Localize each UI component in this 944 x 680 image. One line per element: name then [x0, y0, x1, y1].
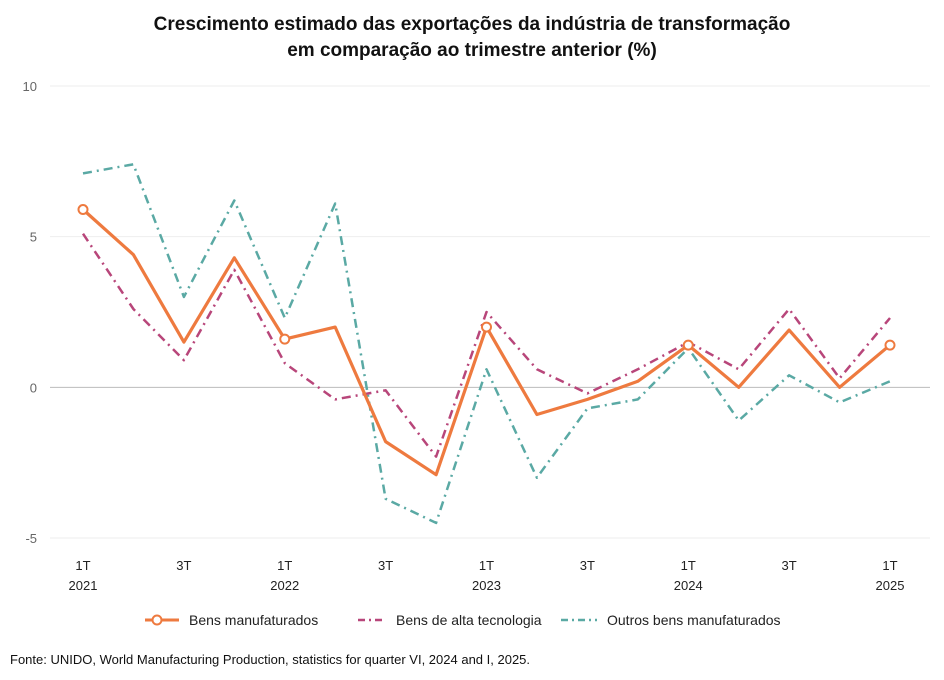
- y-tick-label: -5: [25, 531, 37, 546]
- data-point-marker: [279, 333, 291, 345]
- x-tick-year-label: 2024: [674, 578, 703, 593]
- y-tick-label: 5: [30, 230, 37, 245]
- legend-label: Bens manufaturados: [189, 612, 319, 628]
- grid: [50, 85, 930, 539]
- legend: Bens manufaturados Bens de alta tecnolog…: [0, 612, 944, 640]
- y-tick-label: 0: [30, 380, 37, 395]
- series-line-bens-de-alta-tecnologia: [81, 233, 891, 458]
- x-tick-year-label: 2025: [876, 578, 905, 593]
- y-tick-label: 10: [23, 79, 37, 94]
- chart-title-line-2: em comparação ao trimestre anterior (%): [287, 40, 657, 61]
- x-tick-label: 1T: [882, 558, 897, 573]
- data-point-marker: [481, 321, 492, 333]
- x-tick-label: 1T: [479, 558, 494, 573]
- x-tick-year-label: 2021: [69, 578, 98, 593]
- legend-item-outros-bens-manufaturados[interactable]: Outros bens manufaturados: [561, 612, 781, 628]
- x-tick-label: 1T: [75, 558, 90, 573]
- series-line-outros-bens-manufaturados: [82, 163, 891, 525]
- data-point-marker: [884, 339, 896, 351]
- legend-item-bens-manufaturados[interactable]: Bens manufaturados: [145, 612, 318, 628]
- x-tick-label: 3T: [378, 558, 393, 573]
- legend-dash-dot-icon: [561, 618, 597, 622]
- x-tick-label: 3T: [176, 558, 191, 573]
- series-group: [77, 163, 896, 525]
- data-point-marker: [77, 204, 89, 216]
- legend-label: Outros bens manufaturados: [607, 612, 781, 628]
- series-line-bens-manufaturados: [81, 208, 892, 477]
- chart-title: Crescimento estimado das exportações da …: [0, 12, 944, 64]
- x-tick-year-label: 2022: [270, 578, 299, 593]
- data-point-marker: [682, 339, 694, 351]
- x-tick-label: 3T: [782, 558, 797, 573]
- chart-title-line-1: Crescimento estimado das exportações da …: [153, 14, 791, 35]
- legend-dash-dot-icon: [358, 618, 386, 622]
- legend-line-marker-icon: [145, 614, 179, 626]
- y-axis: -5 0 5 10: [23, 79, 37, 546]
- legend-label: Bens de alta tecnologia: [396, 612, 542, 628]
- legend-item-bens-de-alta-tecnologia[interactable]: Bens de alta tecnologia: [358, 612, 542, 628]
- x-tick-label: 3T: [580, 558, 595, 573]
- x-axis: 1T 2021 3T 1T 2022 3T 1T 2023 3T 1T 2024 3T 1T 2025: [69, 558, 905, 593]
- x-tick-year-label: 2023: [472, 578, 501, 593]
- x-tick-label: 1T: [277, 558, 292, 573]
- source-note: Fonte: UNIDO, World Manufacturing Produc…: [10, 652, 531, 667]
- x-tick-label: 1T: [681, 558, 696, 573]
